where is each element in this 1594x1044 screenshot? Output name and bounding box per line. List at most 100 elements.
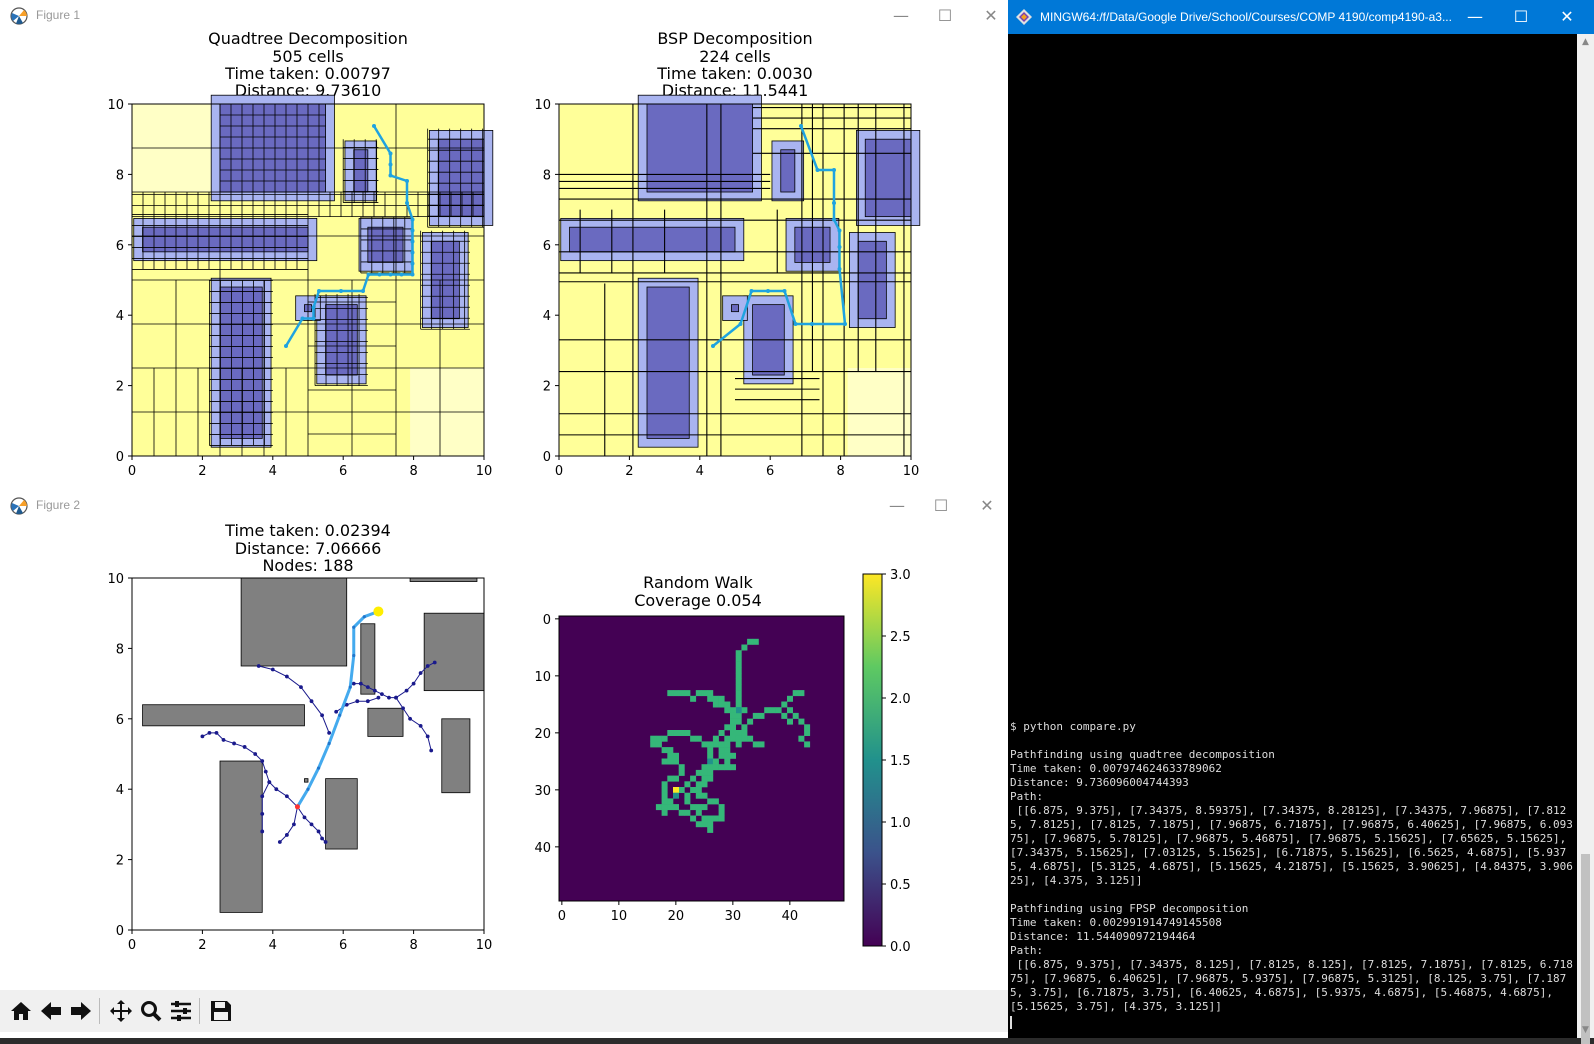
obstacle-cell [864,138,912,218]
tree-node [372,688,377,693]
tree-node [221,738,226,742]
terminal-line [1010,888,1575,902]
minimize-button[interactable]: — [889,496,905,515]
colorbar-tick-label: 3.0 [890,568,911,583]
scrollbar-thumb[interactable] [1581,854,1590,1044]
quadtree-plot: 0 2 4 6 8 10 0 2 4 6 8 10 [107,94,494,479]
terminal-line: $ python compare.py [1010,720,1136,733]
tree-node [253,752,258,756]
start-marker [294,804,300,810]
home-icon [11,1002,31,1020]
visited-cell [735,655,742,662]
maximize-button[interactable]: ☐ [933,496,949,515]
home-button[interactable] [6,996,36,1026]
back-button[interactable] [36,996,66,1026]
close-button[interactable]: ✕ [984,6,998,25]
y-tick-label: 0 [543,450,551,465]
quadtree-grid-lines [131,103,485,456]
obstacle-cell [646,103,753,193]
visited-cell [695,787,702,793]
tree-node [277,840,282,844]
zoom-button[interactable] [136,996,166,1026]
tree-node [365,699,370,704]
visited-cell [730,730,736,736]
terminal-window: MINGW64:/f/Data/Google Drive/School/Cour… [1008,0,1594,1044]
terminal-maximize-button[interactable]: ☐ [1513,7,1529,26]
visited-cell [701,821,708,828]
obstacle-cell [325,304,358,376]
visited-cell [730,752,736,759]
scroll-down-arrow-icon[interactable]: ▼ [1582,1025,1589,1035]
save-button[interactable] [206,996,236,1026]
figure1-titlebar[interactable]: Figure 1 — ☐ ✕ [0,0,1008,32]
visited-cell [667,747,674,754]
forward-button[interactable] [66,996,96,1026]
obstacle [409,577,478,582]
tree-node [260,811,265,816]
obstacle [304,778,309,783]
obstacle-cell [569,226,736,253]
visited-cell [798,690,805,697]
scroll-up-arrow-icon[interactable]: ▲ [1582,37,1589,47]
pan-button[interactable] [106,996,136,1026]
terminal-titlebar[interactable]: MINGW64:/f/Data/Google Drive/School/Cour… [1008,0,1594,34]
path-waypoint [388,162,393,167]
rrt-plot: 0 2 4 6 8 10 0 2 4 6 8 10 [107,572,492,953]
visited-cell [695,792,702,799]
tree-node [260,794,265,799]
figure2-titlebar[interactable]: Figure 2 — ☐ ✕ [0,490,1008,522]
visited-cell [718,804,725,811]
minimize-button[interactable]: — [893,6,909,25]
terminal-line: [[6.875, 9.375], [7.34375, 8.125], [7.81… [1010,958,1573,1013]
obstacle [219,760,263,913]
path-waypoint [410,239,415,244]
y-tick-label: 8 [543,168,551,183]
maximize-button[interactable]: ☐ [937,6,953,25]
visited-cell [741,735,748,742]
quadtree-title-line-3: Time taken: 0.00797 [224,64,391,83]
visited-cell [735,673,742,679]
visited-cell [804,730,811,736]
terminal-output[interactable]: $ python compare.py Pathfinding using qu… [1010,720,1575,1029]
tree-node [380,692,384,697]
terminal-line: Time taken: 0.002991914749145508 [1010,916,1222,929]
configure-button[interactable] [166,996,196,1026]
visited-cell [661,809,668,816]
visited-cell [707,690,714,697]
figure2-title: Figure 2 [36,498,81,512]
tree-node [327,730,332,735]
visited-cell [730,724,736,731]
tree-node [404,688,409,693]
visited-cell [673,804,679,811]
tree-node [394,695,398,700]
tree-node [432,660,437,665]
x-tick-label: 4 [696,464,704,479]
path-waypoint [388,151,393,156]
tree-node [284,794,289,799]
tree-node [320,713,324,718]
visited-cell [690,775,697,782]
mingw-app-icon [1016,9,1032,25]
terminal-minimize-button[interactable]: — [1467,7,1483,26]
visited-cell [707,775,714,782]
colorbar-gradient [862,573,883,947]
visited-cell [690,695,697,702]
terminal-close-button[interactable]: ✕ [1560,7,1574,26]
visited-cell [655,741,662,748]
tree-node [425,734,430,739]
obstacle [360,623,376,695]
colorbar-tick-label: 0.0 [890,940,911,955]
close-button[interactable]: ✕ [980,496,994,515]
y-tick-label: 0 [116,924,124,939]
visited-cell [690,804,697,811]
terminal-scrollbar[interactable]: ▲ ▼ [1577,34,1594,1044]
visited-cell [684,792,691,799]
visited-cell [661,798,668,805]
rrt-title: Time taken: 0.02394 Distance: 7.06666 No… [224,522,391,575]
x-tick-label: 10 [611,909,628,924]
path-waypoint [300,316,305,321]
visited-cell [747,718,754,725]
matplotlib-app-icon [10,7,28,25]
visited-cell [701,792,708,799]
obstacle [441,718,471,794]
